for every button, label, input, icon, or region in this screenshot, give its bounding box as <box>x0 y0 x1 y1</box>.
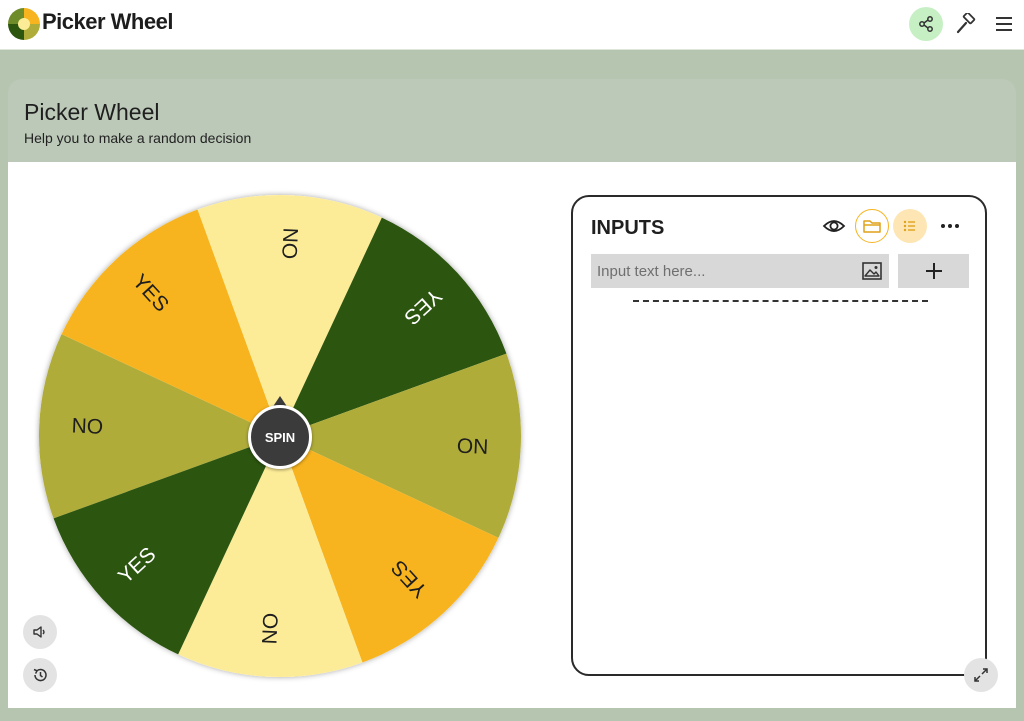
folder-button[interactable] <box>855 209 889 243</box>
speaker-icon <box>33 626 45 638</box>
tools-icon <box>956 13 976 34</box>
inputs-panel: INPUTS <box>571 195 987 676</box>
more-icon <box>941 224 959 228</box>
logo-icon[interactable] <box>8 8 40 40</box>
top-bar: Picker Wheel <box>0 0 1024 50</box>
wheel-segments <box>38 195 521 677</box>
sound-button[interactable] <box>23 615 57 649</box>
tools-button[interactable] <box>952 10 980 38</box>
wheel-segment <box>53 436 280 655</box>
expand-icon <box>974 668 988 682</box>
toggle-visibility-button[interactable] <box>817 209 851 243</box>
add-entry-button[interactable] <box>898 254 969 288</box>
wheel-segment <box>178 436 363 677</box>
brand-name[interactable]: Picker Wheel <box>42 9 173 34</box>
fullscreen-button[interactable] <box>964 658 998 692</box>
menu-button[interactable] <box>990 10 1018 38</box>
page-title: Picker Wheel <box>24 99 160 125</box>
history-icon <box>33 668 47 682</box>
wheel-segment-label: NO <box>456 433 488 457</box>
page-subtitle: Help you to make a random decision <box>24 130 252 146</box>
tool-header: Picker Wheel Help you to make a random d… <box>8 79 1016 163</box>
list-icon <box>903 220 915 232</box>
list-view-button[interactable] <box>893 209 927 243</box>
wheel-segment-label: NO <box>277 227 301 259</box>
wheel-segment-label: NO <box>71 414 103 438</box>
plus-icon <box>925 263 942 279</box>
input-row <box>591 254 889 288</box>
inputs-title: INPUTS <box>591 217 665 239</box>
spin-button[interactable]: SPIN <box>248 405 312 469</box>
wheel-segment <box>280 353 521 538</box>
folder-icon <box>863 220 881 233</box>
eye-icon <box>822 220 846 232</box>
image-icon[interactable] <box>861 261 883 281</box>
wheel-segment <box>38 334 280 519</box>
wheel-segment <box>61 209 281 436</box>
history-button[interactable] <box>23 658 57 692</box>
share-icon <box>919 16 933 32</box>
wheel-segment <box>280 436 499 663</box>
share-button[interactable] <box>909 7 943 41</box>
wheel-segment <box>280 217 507 436</box>
more-options-button[interactable] <box>933 209 967 243</box>
wheel-segment-label: NO <box>258 612 282 644</box>
hamburger-menu-icon <box>996 17 1012 31</box>
list-divider <box>633 300 928 302</box>
entry-input[interactable] <box>597 261 847 281</box>
wheel-segment <box>197 195 382 436</box>
